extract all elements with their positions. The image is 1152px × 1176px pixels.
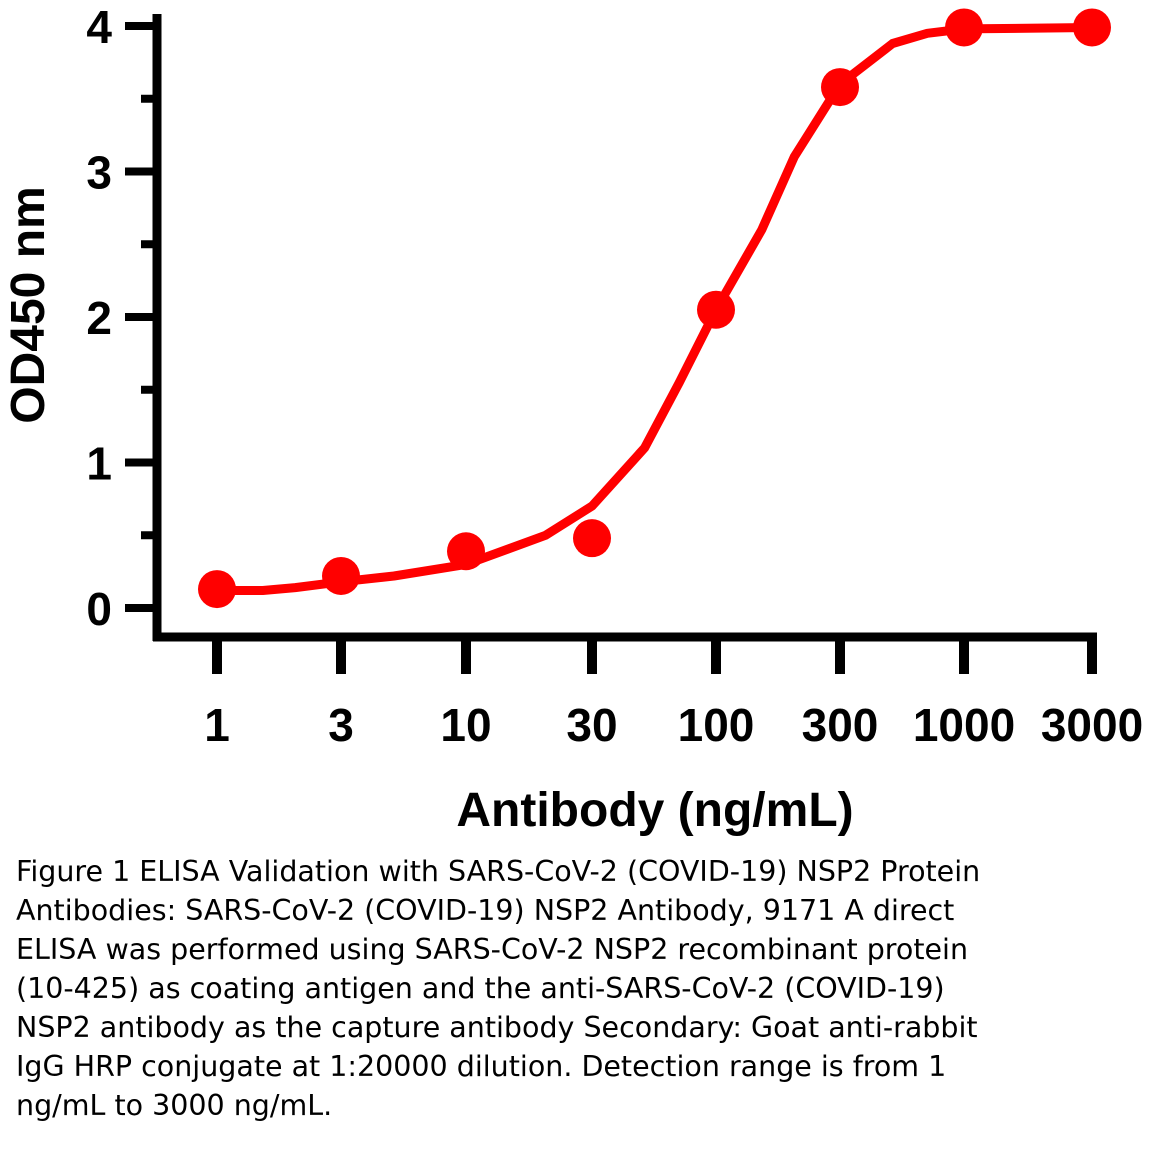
- x-tick-label: 30: [566, 699, 617, 751]
- fit-curve: [212, 23, 1097, 595]
- x-tick-label: 10: [440, 699, 491, 751]
- x-tick-label: 3: [328, 699, 354, 751]
- fit-curve-layer: [212, 23, 1097, 595]
- chart-labels: Antibody (ng/mL) OD450 nm: [2, 186, 854, 837]
- data-point: [322, 556, 360, 595]
- x-axis-label: Antibody (ng/mL): [456, 784, 853, 837]
- x-tick-label: 1000: [913, 699, 1015, 751]
- data-point: [945, 8, 983, 47]
- data-point: [1073, 8, 1111, 47]
- data-point: [198, 570, 236, 609]
- x-tick-label: 3000: [1041, 699, 1143, 751]
- data-point: [821, 68, 859, 107]
- y-axis-label: OD450 nm: [2, 186, 55, 423]
- x-tick-label: 1: [204, 699, 230, 751]
- x-tick-label: 100: [678, 699, 755, 751]
- y-tick-label: 3: [86, 147, 112, 199]
- elisa-chart: 0 1 2 3 4 1 3 10 30 100 300 1000 3000 Antibody (ng/m…: [2, 1, 1143, 837]
- y-tick-label: 1: [86, 438, 112, 490]
- x-tick-label: 300: [802, 699, 879, 751]
- figure-caption: Figure 1 ELISA Validation with SARS-CoV-…: [16, 855, 981, 1122]
- data-point: [573, 519, 611, 558]
- data-point: [697, 290, 735, 329]
- y-tick-label: 2: [86, 292, 112, 344]
- y-tick-label: 4: [86, 1, 112, 53]
- y-tick-label: 0: [86, 583, 112, 635]
- chart-axes: 0 1 2 3 4 1 3 10 30 100 300 1000 3000: [86, 1, 1143, 751]
- data-points-layer: [198, 8, 1111, 609]
- data-point: [447, 532, 485, 571]
